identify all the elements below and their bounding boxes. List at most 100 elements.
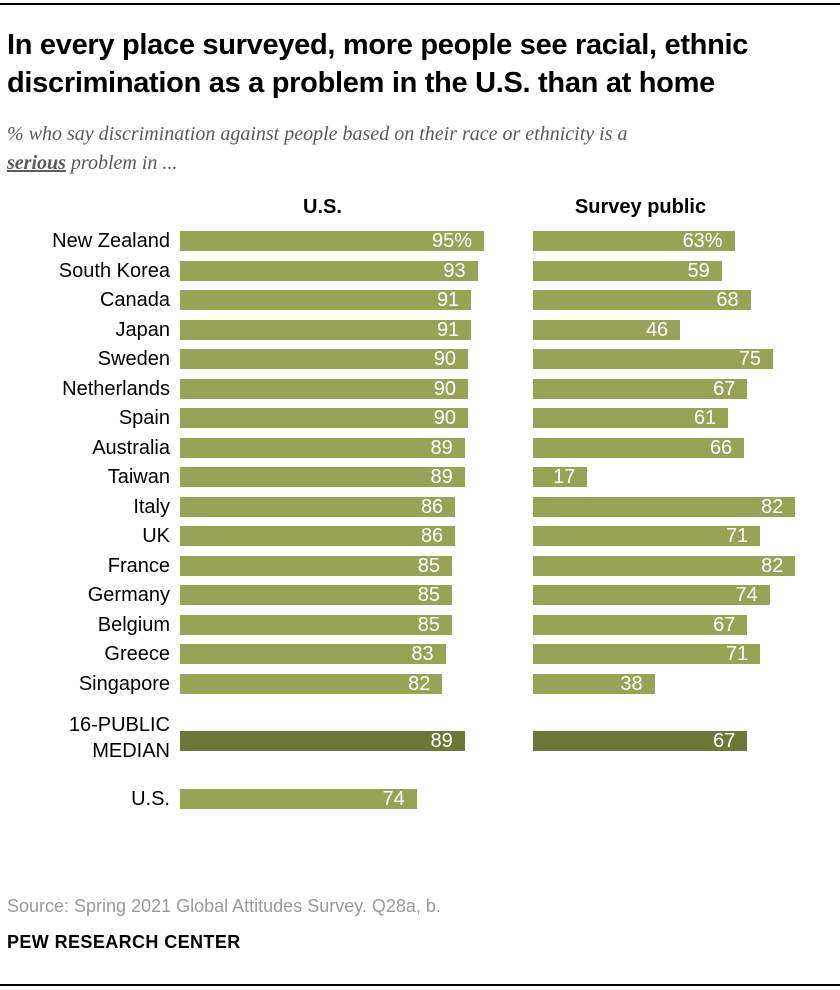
bar-value-label: 38 bbox=[620, 672, 643, 695]
bar-us: 90 bbox=[180, 407, 468, 429]
bar-survey-public: 67 bbox=[533, 377, 748, 400]
bar-value-label: 74 bbox=[735, 584, 758, 606]
bar-value-label: 67 bbox=[713, 377, 736, 400]
chart-row-germany: Germany 85 74 bbox=[0, 584, 840, 606]
bar-value-label: 61 bbox=[693, 407, 717, 429]
row-label: South Korea bbox=[58, 259, 170, 282]
chart-row-france: France 85 82 bbox=[0, 554, 840, 577]
chart-row-spain: Spain 90 61 bbox=[0, 407, 840, 429]
bar-survey-public: 71 bbox=[533, 526, 761, 547]
bar-survey-public: 82 bbox=[533, 496, 796, 517]
bar-value-label: 89 bbox=[430, 436, 453, 459]
bar-value-label: 95% bbox=[431, 230, 472, 252]
bar-survey-public: 67 bbox=[533, 730, 748, 752]
row-label: Spain bbox=[118, 407, 170, 429]
bar-survey-public: 82 bbox=[533, 554, 796, 577]
bar-us: 90 bbox=[180, 349, 468, 370]
row-label: Belgium bbox=[97, 613, 170, 636]
bar-survey-public: 59 bbox=[533, 259, 722, 282]
bar-value-label: 85 bbox=[417, 554, 440, 577]
chart-row-sweden: Sweden 90 75 bbox=[0, 348, 840, 370]
row-label: Germany bbox=[87, 584, 170, 606]
bar-us: 91 bbox=[180, 289, 472, 311]
chart-row-uk: UK 86 71 bbox=[0, 525, 840, 547]
bar-us: 90 bbox=[180, 377, 468, 400]
bar-value-label: 66 bbox=[709, 436, 733, 459]
bar-survey-public: 75 bbox=[533, 349, 773, 370]
chart-row-16-public-median: 16-PUBLIC MEDIAN 89 67 bbox=[0, 714, 840, 762]
chart-row-singapore: Singapore 82 38 bbox=[0, 672, 840, 695]
bar-value-label: 93 bbox=[443, 259, 466, 282]
bar-value-label: 71 bbox=[725, 643, 749, 665]
bar-value-label: 90 bbox=[433, 377, 456, 400]
row-label: Taiwan bbox=[107, 466, 170, 488]
row-label: New Zealand bbox=[52, 230, 170, 252]
top-rule bbox=[0, 3, 840, 5]
chart-row-netherlands: Netherlands 90 67 bbox=[0, 377, 840, 400]
row-label: Netherlands bbox=[62, 377, 170, 400]
bar-survey-public: 68 bbox=[533, 289, 751, 311]
bar-value-label: 82 bbox=[761, 554, 784, 577]
chart-row-greece: Greece 83 71 bbox=[0, 643, 840, 665]
source-note: Source: Spring 2021 Global Attitudes Sur… bbox=[7, 896, 441, 916]
bar-value-label: 89 bbox=[430, 730, 453, 752]
row-label: Australia bbox=[92, 436, 170, 459]
bar-survey-public: 74 bbox=[533, 584, 770, 606]
chart-row-belgium: Belgium 85 67 bbox=[0, 613, 840, 636]
bar-value-label: 89 bbox=[430, 466, 453, 488]
row-label: Sweden bbox=[97, 348, 170, 370]
bar-us: 91 bbox=[180, 318, 472, 341]
bar-value-label: 63% bbox=[682, 230, 723, 252]
subtitle-line2-rest: problem in ... bbox=[65, 152, 178, 174]
row-label: Japan bbox=[115, 318, 171, 341]
chart-row-taiwan: Taiwan 89 17 bbox=[0, 466, 840, 488]
bar-survey-public: 46 bbox=[533, 318, 681, 341]
bottom-rule bbox=[0, 984, 840, 986]
bar-us: 89 bbox=[180, 730, 465, 752]
bar-value-label: 59 bbox=[687, 259, 710, 282]
row-label: Singapore bbox=[78, 672, 170, 695]
bar-us: 89 bbox=[180, 436, 465, 459]
bar-value-label: 85 bbox=[417, 613, 440, 636]
bar-us: 93 bbox=[180, 259, 478, 282]
column-header-survey-public: Survey public bbox=[574, 196, 707, 218]
bar-us: 86 bbox=[180, 525, 456, 547]
bar-value-label: 83 bbox=[411, 643, 434, 665]
chart-row-u-s: U.S. 74 bbox=[0, 787, 840, 810]
bar-us: 85 bbox=[180, 613, 452, 636]
bar-value-label: 86 bbox=[420, 495, 444, 518]
bar-value-label: 46 bbox=[645, 318, 669, 341]
subtitle-emphasis: serious bbox=[7, 152, 66, 174]
chart-row-new-zealand: New Zealand 95% 63% bbox=[0, 230, 840, 252]
bar-survey-public: 71 bbox=[533, 643, 761, 665]
bar-value-label: 67 bbox=[713, 730, 736, 752]
page-title: In every place surveyed, more people see… bbox=[7, 29, 749, 99]
bar-value-label: 68 bbox=[716, 289, 739, 311]
bar-value-label: 91 bbox=[436, 318, 460, 341]
bar-us: 85 bbox=[180, 585, 452, 606]
bar-us: 95% bbox=[180, 230, 484, 252]
bar-survey-public: 67 bbox=[533, 614, 748, 635]
bar-survey-public: 63% bbox=[533, 230, 735, 252]
row-label: UK bbox=[142, 525, 170, 547]
bar-value-label: 90 bbox=[433, 407, 456, 429]
bar-value-label: 86 bbox=[420, 525, 444, 547]
bar-us: 85 bbox=[180, 554, 452, 577]
chart-row-japan: Japan 91 46 bbox=[0, 318, 840, 341]
row-label: U.S. bbox=[131, 787, 170, 810]
row-label: France bbox=[107, 554, 170, 577]
brand-pew-research-center: PEW RESEARCH CENTER bbox=[7, 932, 241, 952]
bar-value-label: 91 bbox=[436, 289, 460, 311]
bar-survey-public: 17 bbox=[533, 466, 588, 488]
bar-value-label: 17 bbox=[553, 466, 576, 488]
row-label: Italy bbox=[133, 495, 170, 518]
bar-survey-public: 61 bbox=[533, 407, 729, 429]
bar-value-label: 74 bbox=[382, 787, 405, 810]
bar-us: 83 bbox=[180, 643, 446, 665]
subtitle-line1: % who say discrimination against people … bbox=[7, 123, 628, 145]
row-label: Canada bbox=[99, 289, 170, 311]
bar-survey-public: 66 bbox=[533, 436, 745, 459]
bar-us: 86 bbox=[180, 495, 456, 518]
bar-value-label: 82 bbox=[408, 672, 431, 695]
